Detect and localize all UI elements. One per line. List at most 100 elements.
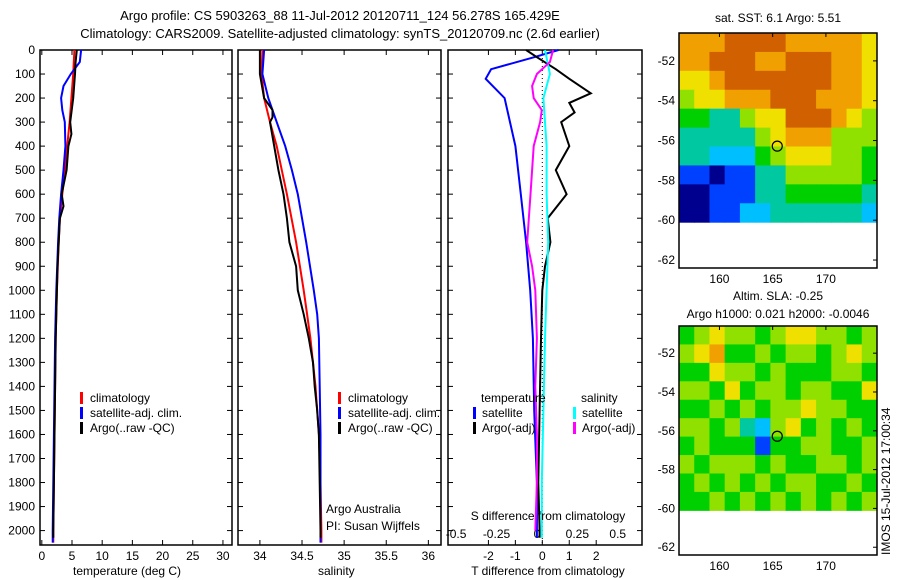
difference-xlabel: T difference from climatology [471, 564, 625, 578]
heatmap-cell [846, 491, 863, 511]
heatmap-cell [831, 399, 848, 419]
heatmap-cell [861, 146, 878, 166]
heatmap-cell [770, 399, 787, 419]
y-tick-label: 1300 [8, 355, 35, 369]
heatmap-cell [755, 146, 771, 166]
x-tick-label: 35 [337, 549, 351, 563]
heatmap-cell [846, 418, 863, 438]
heatmap-cell [861, 70, 878, 91]
temperature-xlabel: temperature (deg C) [73, 564, 181, 578]
heatmap-cell [755, 89, 771, 110]
heatmap-cell [785, 108, 802, 129]
heatmap-cell [739, 344, 756, 364]
x-tick-label: 34.5 [290, 549, 314, 563]
y-tick-label: 400 [15, 139, 35, 153]
series-line-argo-raw-qc- [258, 50, 322, 538]
heatmap-cell [816, 473, 832, 493]
heatmap-cell [861, 473, 878, 493]
heatmap-cell [724, 33, 741, 53]
y-tick-label: 100 [15, 67, 35, 81]
sla-map-title: Altim. SLA: -0.25 [733, 289, 823, 303]
heatmap-cell [800, 70, 817, 91]
heatmap-cell [739, 473, 756, 493]
legend-title-temperature: temperature [481, 391, 546, 405]
heatmap-cell [724, 326, 741, 345]
y-tick-label: 1500 [8, 403, 35, 417]
heatmap-cell [800, 33, 817, 53]
y-tick-label: 200 [15, 91, 35, 105]
heatmap-cell [861, 51, 878, 72]
heatmap-cell [770, 70, 787, 91]
heatmap-cell [679, 70, 695, 91]
x-tick-label: 25 [186, 549, 200, 563]
sla-map-subtitle: Argo h1000: 0.021 h2000: -0.0046 [687, 307, 870, 321]
heatmap-cell [694, 184, 710, 204]
heatmap-cell [816, 70, 832, 91]
heatmap-cell [831, 51, 848, 72]
heatmap-cell [785, 51, 802, 72]
heatmap-cell [800, 491, 817, 511]
heatmap-cell [785, 491, 802, 511]
heatmap-cell [861, 326, 878, 345]
legend-label: Argo(..raw -QC) [90, 421, 175, 435]
y-tick-label: -54 [658, 94, 676, 108]
heatmap-cell [739, 362, 756, 382]
heatmap-cell [679, 127, 695, 148]
heatmap-cell [831, 473, 848, 493]
heatmap-cell [694, 146, 710, 166]
heatmap-cell [679, 381, 695, 401]
x-tick-label: 34 [253, 549, 267, 563]
heatmap-cell [800, 418, 817, 438]
difference-x2label: S difference from climatology [471, 509, 626, 523]
heatmap-cell [709, 473, 726, 493]
heatmap-cell [724, 89, 741, 110]
y-tick-label: 300 [15, 115, 35, 129]
x-tick-label: 36 [422, 549, 436, 563]
heatmap-cell [831, 146, 848, 166]
heatmap-cell [755, 165, 771, 185]
heatmap-cell [755, 491, 771, 511]
legend-label: satellite-adj. clim. [90, 406, 182, 420]
heatmap-cell [709, 51, 726, 72]
x-tick-label: 160 [709, 559, 729, 573]
heatmap-cell [739, 70, 756, 91]
x-tick-label: 35.5 [375, 549, 399, 563]
y-tick-label: -56 [658, 134, 676, 148]
heatmap-cell [679, 108, 695, 129]
x-tick-label: 2 [593, 549, 600, 563]
legend-swatch [473, 407, 476, 419]
heatmap-cell [709, 184, 726, 204]
series-line-s-argo-adj- [526, 49, 555, 531]
heatmap-cell [679, 146, 695, 166]
y-tick-label: 900 [15, 259, 35, 273]
heatmap-cell [724, 362, 741, 382]
heatmap-cell [816, 326, 832, 345]
heatmap-cell [679, 399, 695, 419]
y-tick-label: 1900 [8, 500, 35, 514]
heatmap-cell [709, 344, 726, 364]
heatmap-cell [679, 33, 695, 53]
heatmap-cell [861, 436, 878, 456]
heatmap-cell [800, 455, 817, 474]
heatmap-cell [831, 326, 848, 345]
heatmap-cell [694, 418, 710, 438]
heatmap-cell [694, 165, 710, 185]
heatmap-cell [831, 203, 848, 223]
heatmap-cell [694, 473, 710, 493]
heatmap-cell [755, 51, 771, 72]
legend-label: Argo(..raw -QC) [348, 421, 433, 435]
heatmap-cell [770, 362, 787, 382]
legend-label: satellite-adj. clim. [348, 406, 440, 420]
heatmap-cell [785, 399, 802, 419]
heatmap-cell [694, 455, 710, 474]
heatmap-cell [694, 203, 710, 223]
heatmap-cell [785, 344, 802, 364]
x-tick-label: 0 [38, 549, 45, 563]
heatmap-cell [846, 344, 863, 364]
y-tick-label: 1700 [8, 451, 35, 465]
legend-swatch [338, 392, 341, 404]
heatmap-cell [800, 344, 817, 364]
heatmap-cell [679, 362, 695, 382]
heatmap-cell [846, 326, 863, 345]
plot-frame [237, 49, 442, 546]
